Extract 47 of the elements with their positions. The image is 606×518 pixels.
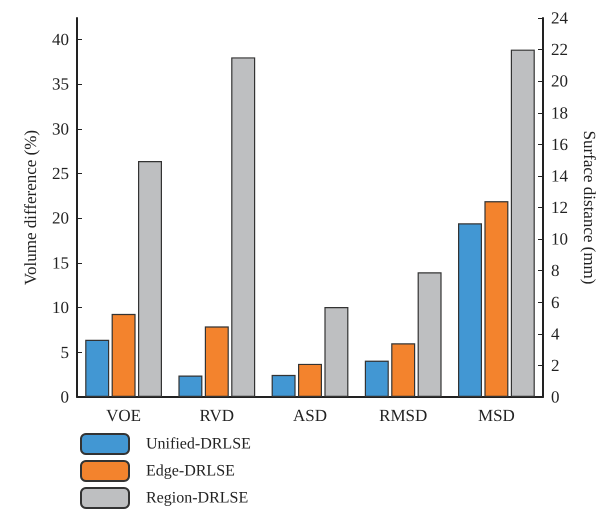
y2-tick-label: 12 (551, 198, 568, 217)
y-tick-label: 25 (52, 164, 69, 184)
y2-tick-label: 14 (551, 166, 568, 186)
bar (298, 364, 322, 397)
y2-tick-label: 22 (551, 40, 568, 60)
x-tick-label: ASD (292, 406, 328, 425)
y2-tick-label: 18 (551, 103, 568, 122)
y-axis-title: Volume difference (%) (21, 130, 40, 286)
y2-tick-label: 24 (551, 8, 568, 28)
legend-label: Region-DRLSE (146, 490, 248, 506)
bar (418, 272, 442, 397)
legend-label: Unified-DRLSE (146, 436, 251, 452)
y-tick-label: 0 (60, 388, 69, 406)
y2-tick-label: 2 (551, 356, 560, 375)
y2-tick-label: 16 (551, 134, 568, 154)
y-tick-label: 10 (52, 298, 69, 318)
y2-tick-label: 10 (551, 230, 568, 249)
bar (510, 50, 535, 397)
x-tick-label: MSD (478, 406, 515, 425)
bar (272, 374, 296, 397)
bar (85, 340, 110, 397)
bar (231, 57, 256, 397)
bar (138, 161, 162, 397)
y2-tick-label: 8 (551, 261, 560, 280)
y2-axis-title: Surface distance (mm) (580, 130, 599, 284)
bar (484, 201, 508, 397)
bar (178, 376, 202, 397)
y-tick-label: 40 (52, 30, 69, 49)
y2-tick-label: 4 (551, 324, 560, 344)
bar (458, 223, 482, 397)
bar (112, 314, 136, 397)
bar (204, 326, 229, 397)
legend-label: Edge-DRLSE (146, 462, 235, 480)
bar (391, 343, 416, 397)
y2-tick-label: 6 (551, 292, 560, 312)
y-tick-label: 20 (52, 208, 69, 228)
y2-tick-label: 0 (551, 388, 560, 406)
x-tick-label: RVD (200, 406, 234, 425)
y-tick-label: 30 (52, 119, 69, 138)
y2-tick-label: 20 (551, 72, 568, 91)
x-tick-label: RMSD (379, 406, 428, 425)
y-tick-label: 15 (52, 253, 69, 272)
y-tick-label: 35 (52, 74, 69, 94)
bar (364, 360, 389, 397)
y-tick-label: 5 (60, 342, 69, 362)
bar (324, 306, 348, 397)
x-tick-label: VOE (106, 406, 142, 425)
